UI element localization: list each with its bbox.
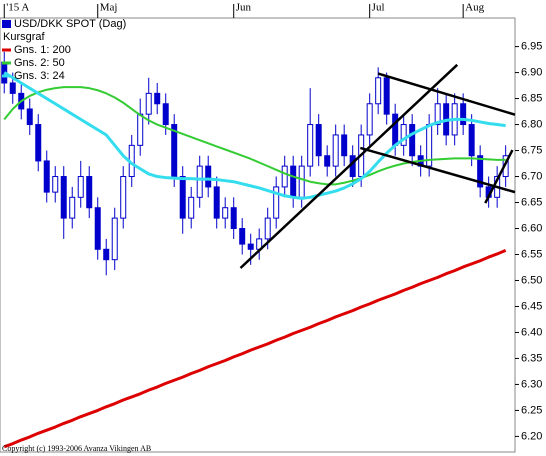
candle-body <box>103 248 110 261</box>
candle-body <box>239 228 246 245</box>
copyright: Copyright (c) 1993-2006 Avanza Vikingen … <box>2 444 151 453</box>
candle-body <box>375 77 382 105</box>
candle-body <box>205 165 212 188</box>
candle-body <box>222 207 229 219</box>
candle-body <box>94 207 101 250</box>
candle-body <box>162 103 169 126</box>
legend-label: Gns. 2: 50 <box>14 57 65 69</box>
lines-layer <box>1 51 516 449</box>
candle-body <box>298 165 305 198</box>
candle-body <box>69 196 76 219</box>
ma-line <box>3 86 506 186</box>
candle-body <box>9 82 16 94</box>
x-tick-label: Jun <box>236 2 252 14</box>
candle-body <box>26 108 33 126</box>
y-tick-label: 6.30 <box>521 378 542 390</box>
legend-swatch <box>2 20 11 28</box>
candle-body <box>460 103 467 126</box>
legend-label: Gns. 1: 200 <box>14 44 71 56</box>
candle-body <box>366 103 373 136</box>
candle-body <box>86 176 93 209</box>
candle-body <box>111 217 118 261</box>
candle-body <box>332 134 339 167</box>
y-tick-label: 6.85 <box>521 92 542 104</box>
y-tick-label: 6.35 <box>521 352 542 364</box>
trendline <box>484 149 514 204</box>
trendline <box>359 146 516 194</box>
candle-body <box>264 217 271 240</box>
candle-body <box>137 113 144 146</box>
y-tick-label: 6.25 <box>521 404 542 416</box>
legend-title: USD/DKK SPOT (Dag) <box>14 18 126 30</box>
candle-body <box>400 124 407 146</box>
ma-line <box>3 248 507 449</box>
y-tick-label: 6.60 <box>521 222 542 234</box>
candle-body <box>324 155 331 167</box>
trendline <box>239 63 459 269</box>
candle-body <box>392 113 399 146</box>
y-tick-label: 6.20 <box>521 430 542 442</box>
y-tick-label: 6.70 <box>521 170 542 182</box>
candle-body <box>290 165 297 198</box>
legend-label: Gns. 3: 24 <box>14 70 65 82</box>
x-tick-label: '15 A <box>6 2 29 14</box>
candle-body <box>247 243 254 250</box>
x-tick-label: Jul <box>372 2 385 14</box>
y-tick-label: 6.65 <box>521 196 542 208</box>
candle-body <box>273 186 280 219</box>
candle-body <box>171 124 178 178</box>
y-tick-label: 6.95 <box>521 40 542 52</box>
y-tick-label: 6.50 <box>521 274 542 286</box>
candle-body <box>409 124 416 157</box>
ma-line <box>3 71 506 200</box>
candle-body <box>179 176 186 219</box>
candle-body <box>35 124 42 162</box>
legend: USD/DKK SPOT (Dag) Kursgraf Gns. 1: 200G… <box>2 18 126 82</box>
y-tick-label: 6.45 <box>521 300 542 312</box>
trendline <box>377 72 516 116</box>
candle-body <box>188 196 195 219</box>
candle-body <box>281 165 288 188</box>
candle-body <box>43 160 50 193</box>
candle-body <box>60 176 67 219</box>
candle-body <box>341 134 348 157</box>
candle-body <box>196 165 203 198</box>
x-tick-label: Maj <box>100 2 118 14</box>
candle-body <box>307 124 314 167</box>
candle-body <box>468 124 475 157</box>
y-tick-label: 6.80 <box>521 118 542 130</box>
legend-heading: Kursgraf <box>3 31 46 43</box>
candle-body <box>52 176 59 193</box>
y-tick-label: 6.40 <box>521 326 542 338</box>
x-tick-label: Aug <box>465 2 484 14</box>
candle-body <box>477 155 484 188</box>
candle-body <box>213 186 220 219</box>
candle-body <box>383 77 390 115</box>
candle-body <box>145 92 152 115</box>
candle-body <box>434 103 441 126</box>
candle-body <box>154 92 161 105</box>
candle-body <box>120 176 127 219</box>
y-tick-label: 6.55 <box>521 248 542 260</box>
candle-body <box>230 207 237 230</box>
candle-body <box>77 176 84 198</box>
y-tick-label: 6.75 <box>521 144 542 156</box>
candle-body <box>315 124 322 157</box>
y-tick-label: 6.90 <box>521 66 542 78</box>
